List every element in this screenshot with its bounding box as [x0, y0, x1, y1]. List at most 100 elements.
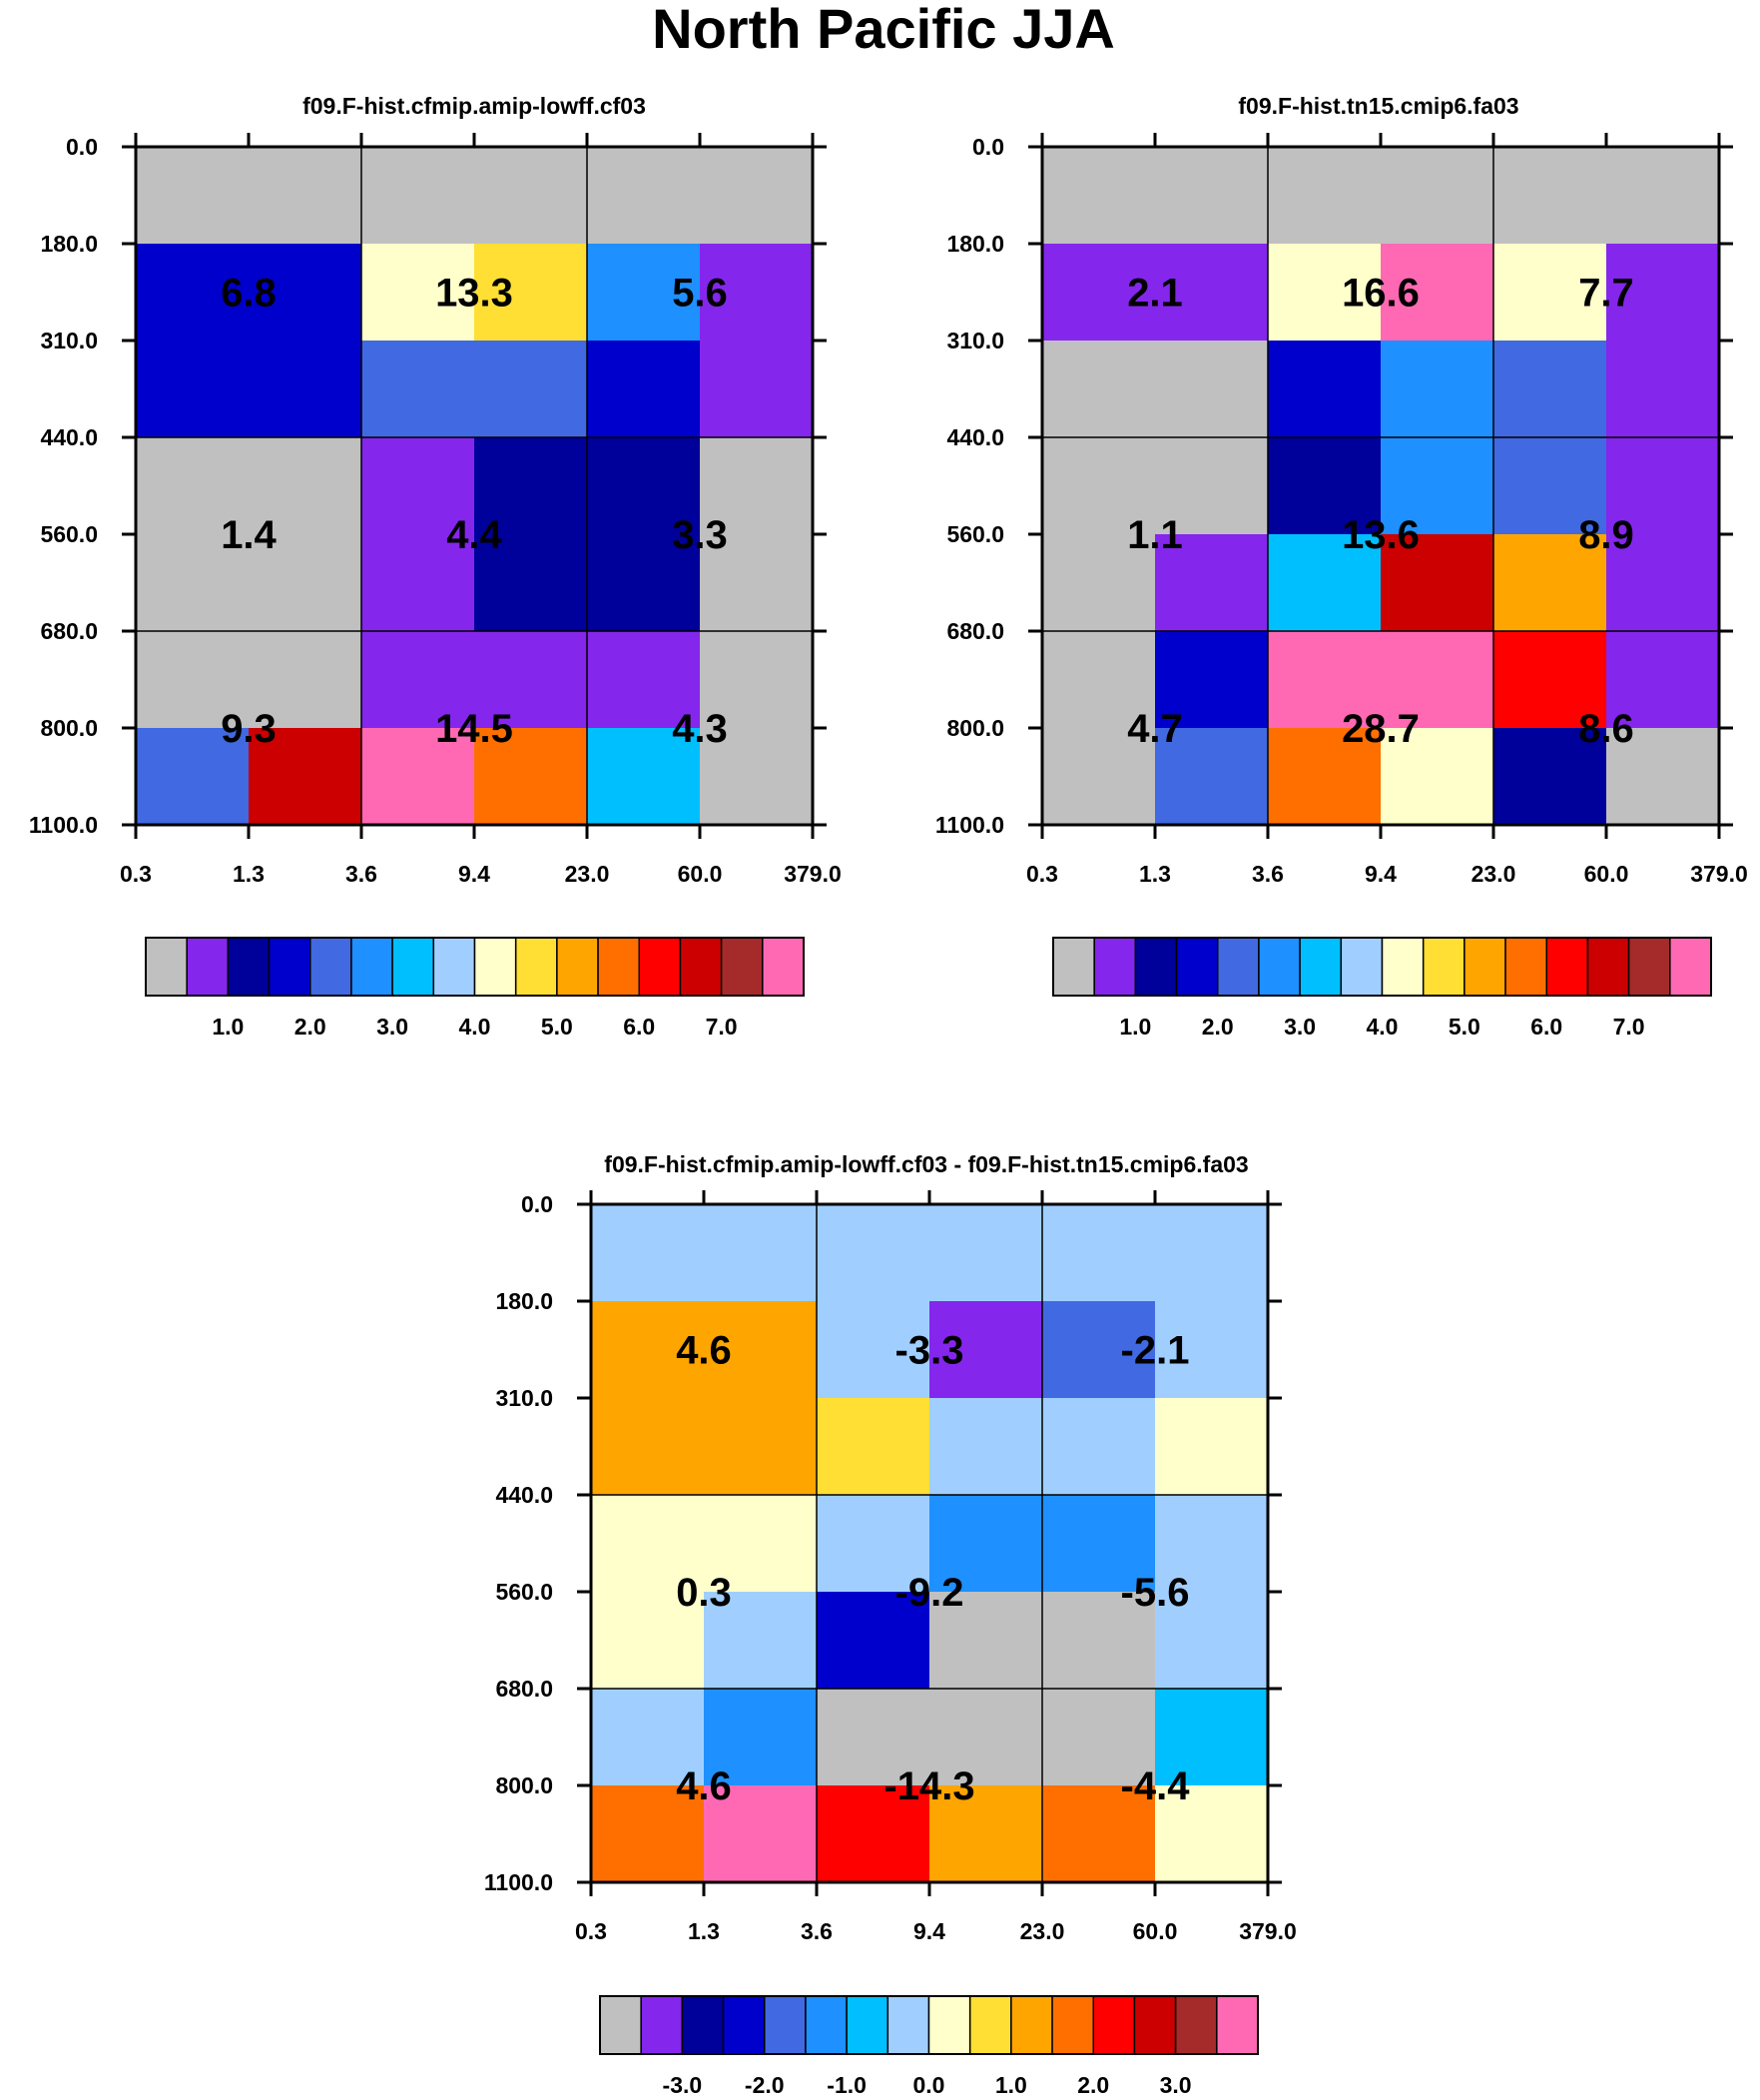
x-tick-label: 3.6 [1252, 861, 1284, 887]
panel-title: f09.F-hist.tn15.cmip6.fa03 [1238, 93, 1518, 119]
heatmap-cell [1493, 631, 1607, 729]
colorbar-box [968, 1995, 1012, 2055]
heatmap-cell [817, 1785, 930, 1883]
colorbar-box [1093, 937, 1137, 997]
y-tick-label: 310.0 [495, 1385, 553, 1411]
heatmap-cell [1042, 1689, 1156, 1786]
colorbar-box [1010, 1995, 1053, 2055]
heatmap-cell [361, 437, 475, 535]
heatmap-cell [1042, 534, 1156, 632]
y-tick-label: 560.0 [946, 521, 1004, 547]
colorbar-box [805, 1995, 848, 2055]
heatmap-cell [1268, 534, 1382, 632]
y-tick-label: 680.0 [946, 618, 1004, 644]
y-tick-label: 800.0 [40, 715, 98, 741]
x-tick-label: 9.4 [913, 1918, 945, 1944]
heatmap-cell [591, 1785, 705, 1883]
heatmap-cell [1268, 147, 1382, 245]
panel-difference: f09.F-hist.cfmip.amip-lowff.cf03 - f09.F… [484, 1151, 1297, 2098]
heatmap-cell [136, 437, 250, 535]
colorbar-box [1258, 937, 1301, 997]
block-total-label: 3.3 [672, 513, 728, 557]
heatmap-cell [1042, 437, 1156, 535]
y-tick-label: 800.0 [946, 715, 1004, 741]
panel-title: f09.F-hist.cfmip.amip-lowff.cf03 [302, 93, 646, 119]
colorbar-label: 5.0 [1449, 1014, 1480, 1040]
panel-fa03: f09.F-hist.tn15.cmip6.fa03 0.0 180.0 310.0… [935, 93, 1748, 1040]
y-tick-label: 440.0 [946, 424, 1004, 450]
heatmap-cell [1606, 244, 1720, 342]
heatmap-cell [587, 728, 701, 826]
block-total-label: 28.7 [1342, 707, 1420, 751]
x-tick-label: 9.4 [458, 861, 490, 887]
colorbar-box [1133, 1995, 1177, 2055]
heatmap-cell [817, 1204, 930, 1302]
y-tick-label: 0.0 [972, 134, 1004, 160]
heatmap-cell [1155, 147, 1269, 245]
block-total-label: 6.8 [221, 272, 277, 316]
heatmap-cell [474, 534, 588, 632]
heatmap-cell [591, 1301, 705, 1399]
heatmap-cell [249, 631, 362, 729]
heatmap-cell [587, 341, 701, 438]
block-total-label: -14.3 [883, 1764, 974, 1808]
colorbar-frame [1052, 937, 1712, 997]
heatmap-cell [1155, 534, 1269, 632]
heatmap-cell [1493, 728, 1607, 826]
colorbar-label: 0.0 [913, 2072, 945, 2098]
heatmap-cell [1381, 437, 1494, 535]
heatmap-cell [249, 147, 362, 245]
y-tick-label: 310.0 [946, 328, 1004, 353]
colorbar-box [186, 937, 230, 997]
heatmap-cell [136, 631, 250, 729]
colorbar-box [638, 937, 682, 997]
colorbar-box [1134, 937, 1178, 997]
colorbar-box [720, 937, 764, 997]
heatmap-cell [817, 1689, 930, 1786]
heatmap-cell [1493, 147, 1607, 245]
colorbar-box [640, 1995, 684, 2055]
heatmap-cell [591, 1592, 705, 1690]
colorbar-label: 6.0 [1530, 1014, 1562, 1040]
colorbar-box [886, 1995, 930, 2055]
heatmap-cell [929, 1785, 1043, 1883]
heatmap-cell [1268, 728, 1382, 826]
colorbar-frame [145, 937, 805, 997]
heatmap-cell [1155, 728, 1269, 826]
colorbar-box [1175, 937, 1219, 997]
block-total-label: 9.3 [221, 707, 277, 751]
block-total-label: 8.9 [1578, 513, 1634, 557]
colorbar-box [1422, 937, 1466, 997]
heatmap-cell [1155, 1398, 1269, 1496]
y-tick-label: 0.0 [521, 1191, 553, 1217]
heatmap-cell [1268, 631, 1382, 729]
heatmap-cell [1606, 341, 1720, 438]
heatmap-cell [1042, 1592, 1156, 1690]
heatmap-cell [587, 437, 701, 535]
y-tick-label: 440.0 [40, 424, 98, 450]
heatmap-cell [361, 147, 475, 245]
heatmap-cell [474, 728, 588, 826]
colorbar-box [1464, 937, 1506, 997]
figure-title: North Pacific JJA [652, 0, 1115, 60]
colorbar-box [1092, 1995, 1136, 2055]
x-tick-label: 1.3 [688, 1918, 720, 1944]
colorbar-box [1174, 1995, 1218, 2055]
colorbar-box [145, 937, 188, 997]
heatmap-cell [700, 147, 814, 245]
colorbar-box [1299, 937, 1343, 997]
y-tick-label: 180.0 [946, 231, 1004, 257]
x-tick-label: 3.6 [345, 861, 377, 887]
heatmap-cell [700, 244, 814, 342]
heatmap-cell [136, 244, 250, 342]
colorbar-box [762, 937, 805, 997]
heatmap-cell [929, 1689, 1043, 1786]
colorbar-label: 1.0 [1119, 1014, 1151, 1040]
heatmap-cell [1606, 534, 1720, 632]
block-total-label: -5.6 [1121, 1571, 1190, 1615]
panel-cf03: f09.F-hist.cfmip.amip-lowff.cf03 0.0 180.… [29, 93, 842, 1040]
colorbar-label: 3.0 [1284, 1014, 1316, 1040]
heatmap-cell [929, 1398, 1043, 1496]
heatmap-cell [1493, 437, 1607, 535]
x-tick-label: 379.0 [784, 861, 842, 887]
